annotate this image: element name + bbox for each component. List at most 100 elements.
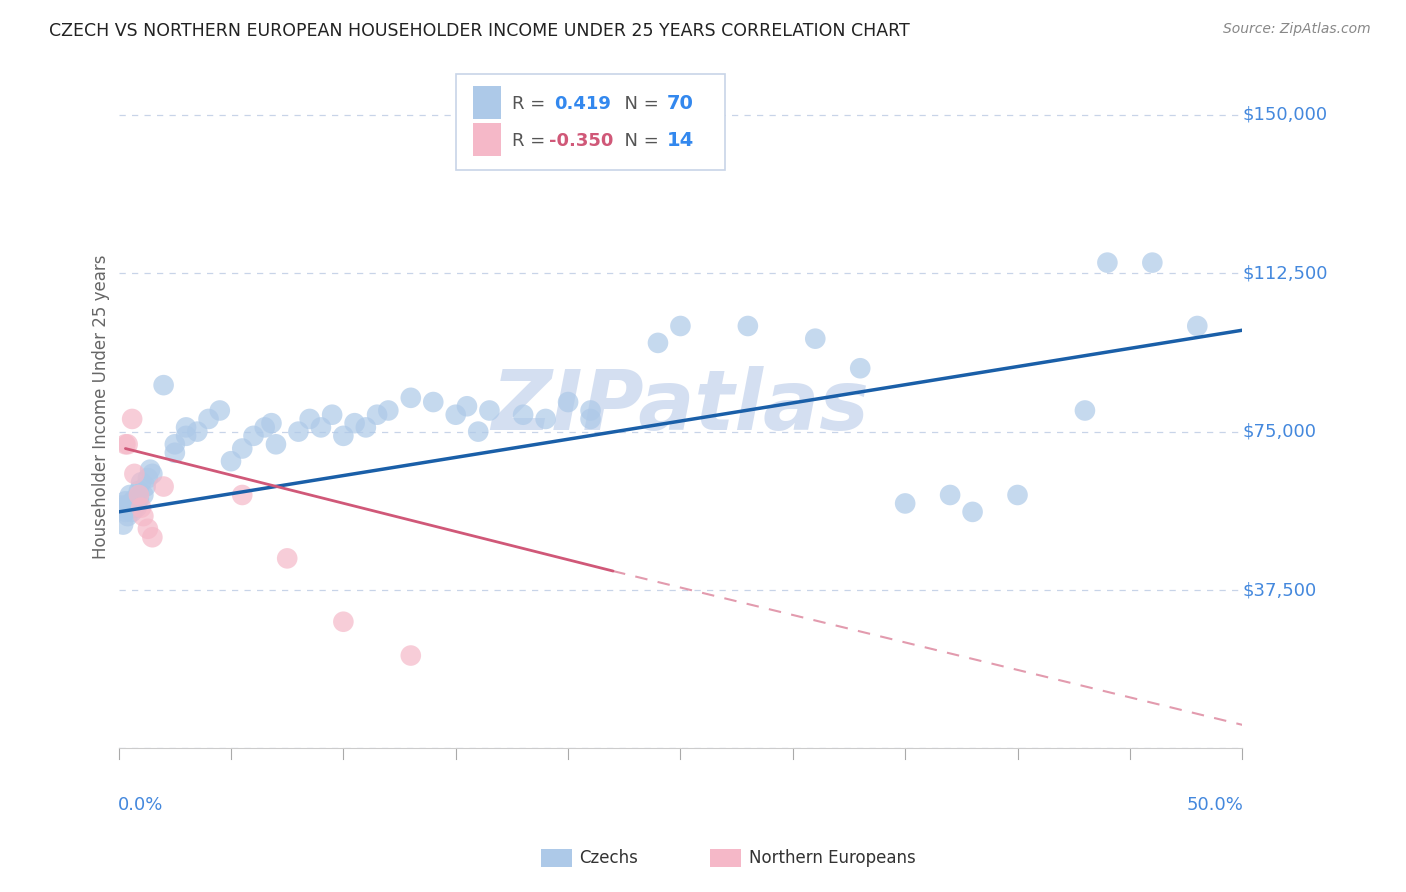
Point [579, 403, 602, 417]
Text: R =: R = [512, 132, 551, 150]
Point [399, 648, 422, 663]
Text: 0.0%: 0.0% [118, 797, 163, 814]
FancyBboxPatch shape [472, 86, 501, 119]
Point [1074, 403, 1097, 417]
FancyBboxPatch shape [456, 74, 725, 170]
Point [354, 420, 377, 434]
Point [939, 488, 962, 502]
Text: $75,000: $75,000 [1243, 423, 1316, 441]
Text: N =: N = [613, 132, 665, 150]
Point [124, 500, 146, 515]
Text: CZECH VS NORTHERN EUROPEAN HOUSEHOLDER INCOME UNDER 25 YEARS CORRELATION CHART: CZECH VS NORTHERN EUROPEAN HOUSEHOLDER I… [49, 22, 910, 40]
Point [579, 412, 602, 426]
Point [124, 467, 146, 481]
Point [128, 488, 150, 502]
Point [117, 437, 139, 451]
Text: Czechs: Czechs [579, 849, 638, 867]
Point [737, 318, 759, 333]
Point [962, 505, 984, 519]
Point [163, 446, 186, 460]
Point [849, 361, 872, 376]
Point [208, 403, 231, 417]
Point [121, 412, 143, 426]
Point [309, 420, 332, 434]
Point [141, 530, 163, 544]
Point [128, 483, 150, 498]
Point [136, 522, 159, 536]
Point [117, 509, 139, 524]
Point [343, 416, 366, 430]
Text: Northern Europeans: Northern Europeans [749, 849, 917, 867]
Point [219, 454, 242, 468]
Text: 14: 14 [666, 131, 695, 150]
Point [125, 500, 148, 515]
Point [197, 412, 219, 426]
Point [1142, 255, 1164, 269]
Point [287, 425, 309, 439]
Point [231, 488, 253, 502]
Point [118, 488, 141, 502]
Point [132, 488, 155, 502]
Point [444, 408, 467, 422]
Point [114, 494, 136, 508]
Point [669, 318, 692, 333]
Point [118, 496, 141, 510]
Point [135, 479, 157, 493]
Text: ZIPatlas: ZIPatlas [492, 366, 869, 447]
Point [534, 412, 557, 426]
Point [253, 420, 276, 434]
Point [647, 335, 669, 350]
Point [332, 615, 354, 629]
Point [321, 408, 343, 422]
FancyBboxPatch shape [472, 123, 501, 156]
Point [174, 420, 197, 434]
Point [141, 467, 163, 481]
Point [264, 437, 287, 451]
Point [124, 492, 146, 507]
Point [231, 442, 253, 456]
Point [132, 509, 155, 524]
Text: $150,000: $150,000 [1243, 106, 1327, 124]
Point [121, 499, 143, 513]
Point [512, 408, 534, 422]
Point [174, 429, 197, 443]
Text: 0.419: 0.419 [554, 95, 612, 112]
Point [129, 475, 152, 490]
Text: $112,500: $112,500 [1243, 264, 1327, 282]
Point [129, 500, 152, 515]
Point [260, 416, 283, 430]
Point [121, 505, 143, 519]
Text: N =: N = [613, 95, 665, 112]
Point [467, 425, 489, 439]
Point [112, 517, 135, 532]
Point [1007, 488, 1029, 502]
Point [242, 429, 264, 443]
Point [298, 412, 321, 426]
Text: -0.350: -0.350 [548, 132, 613, 150]
Point [163, 437, 186, 451]
Point [557, 395, 579, 409]
Point [152, 378, 174, 392]
Point [114, 437, 136, 451]
Point [377, 403, 399, 417]
Point [332, 429, 354, 443]
Point [117, 500, 139, 515]
Point [478, 403, 501, 417]
Point [399, 391, 422, 405]
Point [125, 496, 148, 510]
Point [894, 496, 917, 510]
Point [276, 551, 298, 566]
Y-axis label: Householder Income Under 25 years: Householder Income Under 25 years [93, 254, 110, 558]
Text: Source: ZipAtlas.com: Source: ZipAtlas.com [1223, 22, 1371, 37]
Point [114, 505, 136, 519]
Point [804, 332, 827, 346]
Point [112, 500, 135, 515]
Point [422, 395, 444, 409]
Point [110, 499, 132, 513]
Text: $37,500: $37,500 [1243, 581, 1316, 599]
Point [128, 492, 150, 507]
Text: R =: R = [512, 95, 551, 112]
Point [1097, 255, 1119, 269]
Point [136, 471, 159, 485]
Point [456, 399, 478, 413]
